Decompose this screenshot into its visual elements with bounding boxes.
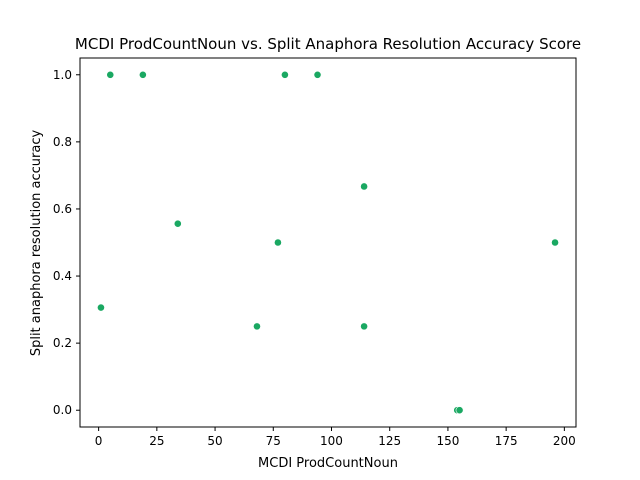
data-point: [360, 322, 368, 331]
y-tick-label: 0.0: [53, 403, 72, 417]
data-point: [138, 70, 147, 79]
x-tick-label: 0: [95, 434, 103, 448]
y-tick-label: 0.2: [53, 336, 72, 350]
x-tick-label: 25: [149, 434, 164, 448]
data-point: [253, 322, 261, 331]
y-tick-label: 0.8: [53, 135, 72, 149]
x-tick-label: 100: [320, 434, 343, 448]
x-tick-label: 75: [266, 434, 281, 448]
x-tick-label: 125: [378, 434, 401, 448]
data-point: [455, 406, 464, 415]
x-tick-label: 175: [495, 434, 518, 448]
data-point: [173, 219, 182, 228]
y-tick-label: 1.0: [53, 68, 72, 82]
x-tick-label: 200: [553, 434, 576, 448]
y-axis-ticks: 0.0 0.2 0.4 0.6 0.8 1.0: [53, 68, 80, 417]
y-axis-label: Split anaphora resolution accuracy: [29, 130, 44, 357]
data-point: [281, 70, 289, 79]
y-tick-label: 0.4: [53, 269, 72, 283]
chart-title: MCDI ProdCountNoun vs. Split Anaphora Re…: [75, 35, 581, 53]
data-point: [313, 70, 322, 79]
x-axis-ticks: 0 25 50 75 100 125 150 175 200: [95, 427, 576, 448]
y-tick-label: 0.6: [53, 202, 72, 216]
x-tick-label: 50: [207, 434, 222, 448]
data-point: [274, 238, 282, 247]
data-point: [360, 182, 368, 191]
data-point: [106, 70, 115, 79]
data-point: [551, 238, 559, 247]
x-axis-label: MCDI ProdCountNoun: [258, 456, 398, 471]
plot-frame: [79, 57, 577, 428]
data-point: [97, 303, 105, 312]
plot-area: [97, 70, 559, 415]
x-tick-label: 150: [436, 434, 459, 448]
